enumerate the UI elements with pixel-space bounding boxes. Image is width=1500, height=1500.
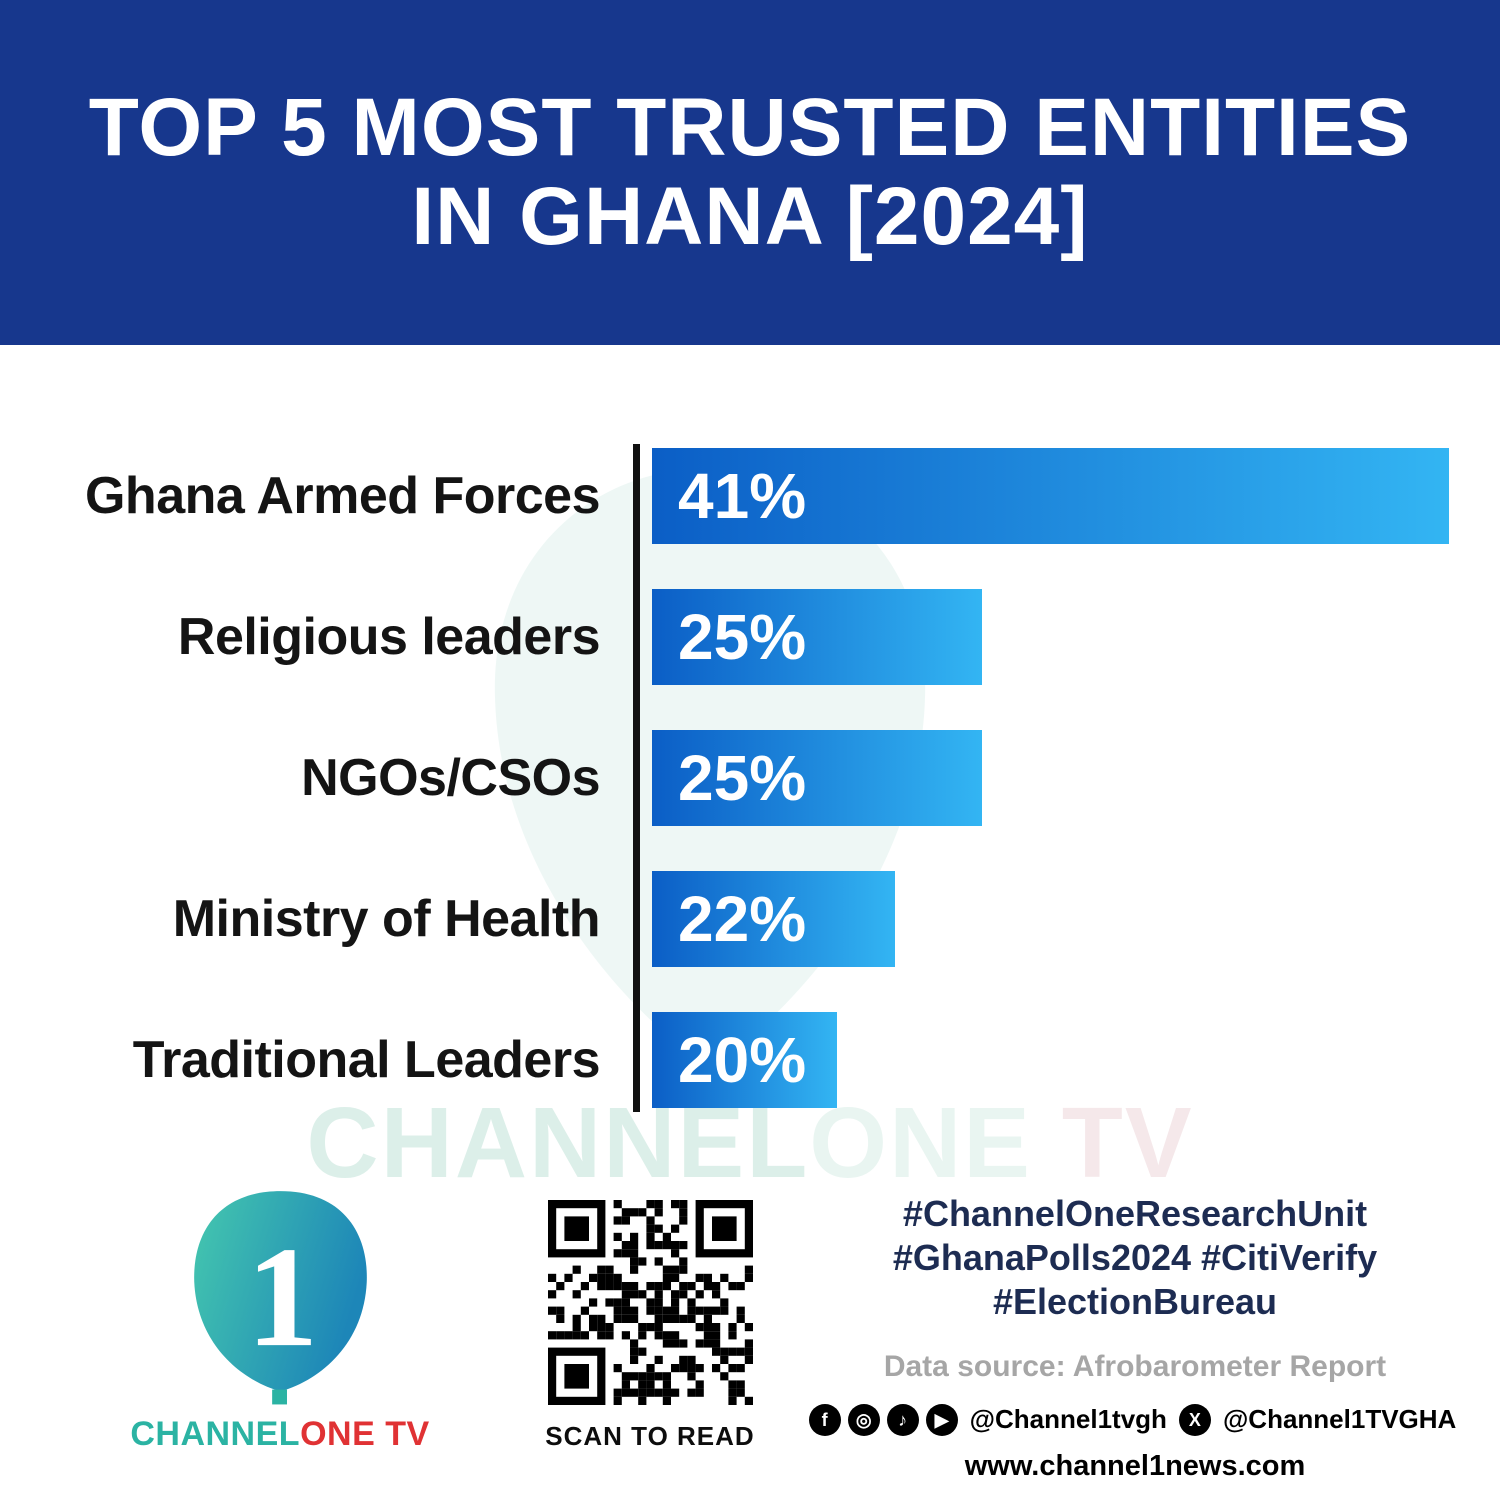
bar-value: 41%: [678, 460, 807, 532]
youtube-icon: ▶: [925, 1403, 958, 1436]
bar-chart: Ghana Armed Forces 41% Religious leaders…: [0, 444, 1500, 1112]
header-banner: TOP 5 MOST TRUSTED ENTITIES IN GHANA [20…: [0, 0, 1500, 345]
channel-one-wordmark: CHANNELONE TV: [130, 1415, 430, 1454]
bar-value: 22%: [678, 883, 807, 955]
chart-row-ghana-armed-forces: Ghana Armed Forces 41%: [0, 448, 1500, 544]
wordmark-one: ONE: [300, 1415, 376, 1453]
bar-religious-leaders: 25%: [652, 589, 982, 685]
tiktok-icon: ♪: [886, 1403, 919, 1436]
facebook-icon: f: [808, 1403, 841, 1436]
footer-right-block: #ChannelOneResearchUnit #GhanaPolls2024 …: [808, 1192, 1456, 1483]
bar-ngos-csos: 25%: [652, 730, 982, 826]
x-twitter-icon: X: [1178, 1403, 1211, 1436]
bar-label: Ghana Armed Forces: [84, 467, 601, 525]
wordmark-channel: CHANNEL: [130, 1415, 301, 1453]
instagram-icon: ◎: [847, 1403, 880, 1436]
chart-axis: [633, 444, 640, 1112]
qr-block: SCAN TO READ: [540, 1200, 760, 1452]
hashtag-line-3: #ElectionBureau: [992, 1280, 1278, 1322]
logo-numeral: 1: [246, 1218, 318, 1377]
bar-value: 20%: [678, 1024, 807, 1096]
page-title-line2: IN GHANA [2024]: [411, 170, 1089, 262]
chart-row-traditional-leaders: Traditional Leaders 20%: [0, 1012, 1500, 1108]
qr-caption: SCAN TO READ: [545, 1421, 755, 1451]
wordmark-tv: TV: [385, 1415, 430, 1453]
chart-rows: Ghana Armed Forces 41% Religious leaders…: [0, 448, 1500, 1108]
website-url: www.channel1news.com: [964, 1449, 1306, 1482]
watermark-part3: TV: [1061, 1087, 1194, 1199]
bar-traditional-leaders: 20%: [652, 1012, 837, 1108]
bar-ministry-of-health: 22%: [652, 871, 895, 967]
data-source: Data source: Afrobarometer Report: [883, 1349, 1387, 1383]
bar-label: Religious leaders: [177, 608, 601, 666]
chart-row-religious-leaders: Religious leaders 25%: [0, 589, 1500, 685]
watermark-part2: ONE: [809, 1087, 1032, 1199]
qr-code: [547, 1200, 753, 1405]
page-title-line1: TOP 5 MOST TRUSTED ENTITIES: [88, 81, 1412, 173]
bar-ghana-armed-forces: 41%: [652, 448, 1449, 544]
bar-value: 25%: [678, 601, 807, 673]
bar-label: NGOs/CSOs: [301, 749, 600, 807]
bar-label: Ministry of Health: [172, 890, 601, 948]
bar-value: 25%: [678, 742, 807, 814]
hashtag-line-2: #GhanaPolls2024 #CitiVerify: [892, 1236, 1378, 1278]
hashtag-line-1: #ChannelOneResearchUnit: [902, 1193, 1368, 1234]
social-handle-x: @Channel1TVGHA: [1222, 1404, 1457, 1435]
social-row: f ◎ ♪ ▶ @Channel1tvgh X @Channel1TVGHA: [808, 1403, 1456, 1436]
chart-row-ministry-of-health: Ministry of Health 22%: [0, 871, 1500, 967]
bar-label: Traditional Leaders: [132, 1031, 601, 1089]
channel-one-logo-block: 1 CHANNELONE TV: [130, 1180, 430, 1454]
channel-one-logo-icon: 1: [193, 1191, 367, 1405]
social-handle-main: @Channel1tvgh: [969, 1404, 1167, 1435]
chart-row-ngos-csos: NGOs/CSOs 25%: [0, 730, 1500, 826]
